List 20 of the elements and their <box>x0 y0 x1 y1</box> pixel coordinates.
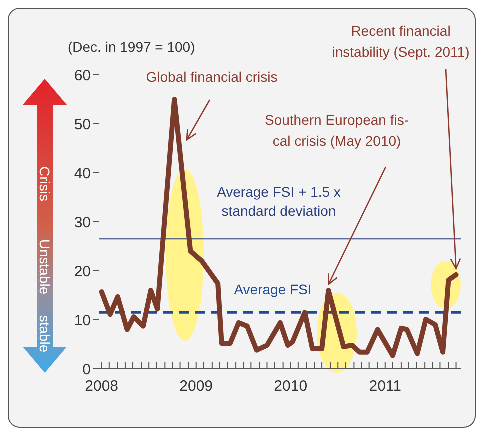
ref-line-label: Average FSI <box>234 282 312 298</box>
y-tick-label: 20 <box>74 263 91 280</box>
x-tick-label: 2008 <box>85 378 119 395</box>
annotation: Southern European fis- cal crisis (May 2010) <box>265 112 410 149</box>
x-tick-label: 2011 <box>369 378 402 395</box>
text: stable <box>37 315 53 353</box>
annotation: Global financial crisis <box>146 69 278 85</box>
annotation: Recent financial instability (Sept. 2011) <box>332 23 470 60</box>
y-tick-label: 40 <box>74 165 91 182</box>
y-tick-label: 50 <box>74 116 91 134</box>
text: Unstable <box>37 239 53 295</box>
y-axis-title: (Dec. in 1997 = 100) <box>68 39 196 55</box>
y-tick-label: 10 <box>74 312 91 330</box>
text: Crisis <box>37 166 53 202</box>
y-tick-label: 60 <box>74 67 91 84</box>
ref-line-label: Average FSI + 1.5 x standard deviation <box>217 184 341 220</box>
x-tick-label: 2010 <box>274 378 308 395</box>
y-tick-label: 0 <box>82 361 91 378</box>
y-tick-label: 30 <box>74 214 91 232</box>
x-tick-label: 2009 <box>180 378 214 395</box>
